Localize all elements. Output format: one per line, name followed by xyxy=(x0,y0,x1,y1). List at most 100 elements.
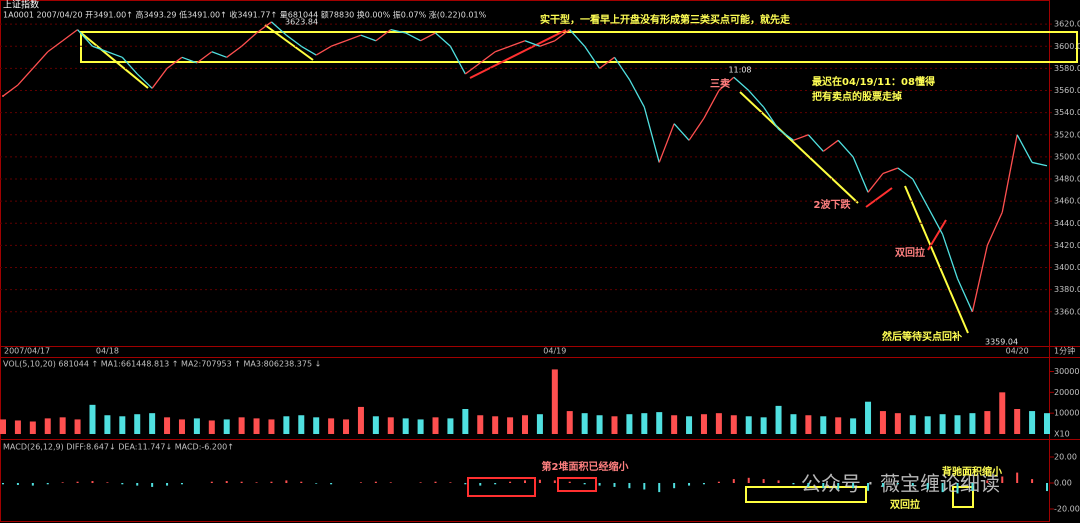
volume-bar xyxy=(581,413,588,434)
volume-bar xyxy=(402,418,409,434)
price-segment xyxy=(464,62,481,75)
macd-bar xyxy=(151,483,154,487)
annotation: 实干型，一看早上开盘没有形成第三类买点可能，就先走 xyxy=(540,13,791,26)
price-segment xyxy=(226,45,243,58)
annotation: 最迟在04/19/11：08懂得 xyxy=(812,75,935,88)
volume-bar xyxy=(656,412,663,434)
price-segment xyxy=(494,45,511,53)
price-segment xyxy=(241,32,257,47)
price-segment xyxy=(628,79,645,108)
volume-bar xyxy=(447,418,454,434)
volume-bar xyxy=(745,416,752,434)
macd-bar xyxy=(285,480,288,483)
volume-bar xyxy=(29,421,36,434)
price-segment xyxy=(852,156,869,193)
price-segment xyxy=(897,167,914,180)
volume-bar xyxy=(357,406,364,434)
price-segment xyxy=(32,51,49,69)
volume-bar xyxy=(805,415,812,434)
price-segment xyxy=(539,40,556,47)
macd-bar xyxy=(121,483,124,485)
annotation: 把有卖点的股票走掉 xyxy=(812,90,902,103)
period: 1分钟 xyxy=(1054,346,1075,356)
macd-bar xyxy=(374,481,377,483)
price-segment xyxy=(121,56,138,75)
annotation: 背驰面积缩小 xyxy=(942,465,1002,478)
price-segment xyxy=(345,34,362,42)
volume-bar xyxy=(328,418,335,434)
macd-bar xyxy=(956,483,959,494)
price-segment xyxy=(151,67,168,89)
price-segment xyxy=(196,51,213,64)
y-tick-label: 3420.00 xyxy=(1054,241,1080,250)
volume-bar xyxy=(984,411,991,434)
price-segment xyxy=(956,278,974,313)
macd-bar xyxy=(762,479,765,483)
price-segment xyxy=(941,234,959,279)
macd-bar xyxy=(643,483,646,490)
macd-bar xyxy=(255,482,258,483)
macd-bar xyxy=(926,483,929,490)
x-tick-label: 04/19 xyxy=(543,347,566,356)
volume-bar xyxy=(372,416,379,434)
volume-bar xyxy=(208,420,215,434)
macd-bar xyxy=(538,479,541,483)
annotation: 然后等待买点回补 xyxy=(882,330,962,343)
quote: 1A0001 2007/04/20 开3491.00↑ 高3493.29 低34… xyxy=(3,10,487,20)
price-segment xyxy=(867,173,884,193)
volume-unit: X10 xyxy=(1054,430,1070,439)
volume-bar xyxy=(119,416,126,434)
volume-bar xyxy=(89,404,96,434)
y-tick-label: 3440.00 xyxy=(1054,219,1080,228)
price-segment xyxy=(822,139,839,152)
volume-bar xyxy=(894,413,901,434)
annotation: 2波下跌 xyxy=(814,198,852,211)
price-segment xyxy=(778,128,794,141)
volume-bar xyxy=(820,416,827,434)
macd-bar xyxy=(300,481,303,483)
volume-bar xyxy=(626,414,633,434)
macd-bar xyxy=(46,483,49,485)
price-segment xyxy=(360,34,377,42)
price-segment xyxy=(584,45,601,69)
volume-bar xyxy=(879,411,886,434)
volume-bar xyxy=(298,415,305,434)
price-segment xyxy=(315,45,332,56)
price-segment xyxy=(62,29,78,42)
x-tick-label: 2007/04/17 xyxy=(4,347,50,356)
price-segment xyxy=(300,45,317,56)
volume-bar xyxy=(223,419,230,434)
price-segment xyxy=(256,21,272,34)
macd-bar xyxy=(106,482,109,483)
macd-bar xyxy=(568,481,571,483)
price-segment xyxy=(748,90,765,108)
volume-bar xyxy=(104,415,111,434)
macd-bar xyxy=(136,483,139,486)
price-segment xyxy=(927,206,944,235)
y-tick-label: 3560.00 xyxy=(1054,86,1080,95)
price-segment xyxy=(77,29,93,47)
volume-bar xyxy=(611,416,618,434)
annotation: 双回拉 xyxy=(890,498,920,511)
macd-bar xyxy=(598,483,601,486)
macd-bar xyxy=(91,481,94,483)
macd-bar xyxy=(359,482,362,483)
macd-bar xyxy=(852,483,855,489)
volume-bar xyxy=(730,415,737,434)
volume-bar xyxy=(566,411,573,434)
y-tick-label: 0.00 xyxy=(1054,479,1072,488)
price-segment xyxy=(211,51,227,58)
volume-bar xyxy=(1029,411,1036,434)
volume-bar xyxy=(253,418,260,434)
y-tick-label: 3520.00 xyxy=(1054,130,1080,139)
macd-bar xyxy=(1031,479,1034,483)
x-tick-label: 04/18 xyxy=(96,347,119,356)
volume-bar xyxy=(939,414,946,434)
volume-bar xyxy=(193,418,200,434)
volume-bar xyxy=(790,414,797,434)
volume-bar xyxy=(417,419,424,434)
y-tick-label: 3360.00 xyxy=(1054,307,1080,316)
price-segment xyxy=(271,21,287,36)
y-tick-label: 3620.00 xyxy=(1054,20,1080,29)
macd-bar xyxy=(732,479,735,483)
